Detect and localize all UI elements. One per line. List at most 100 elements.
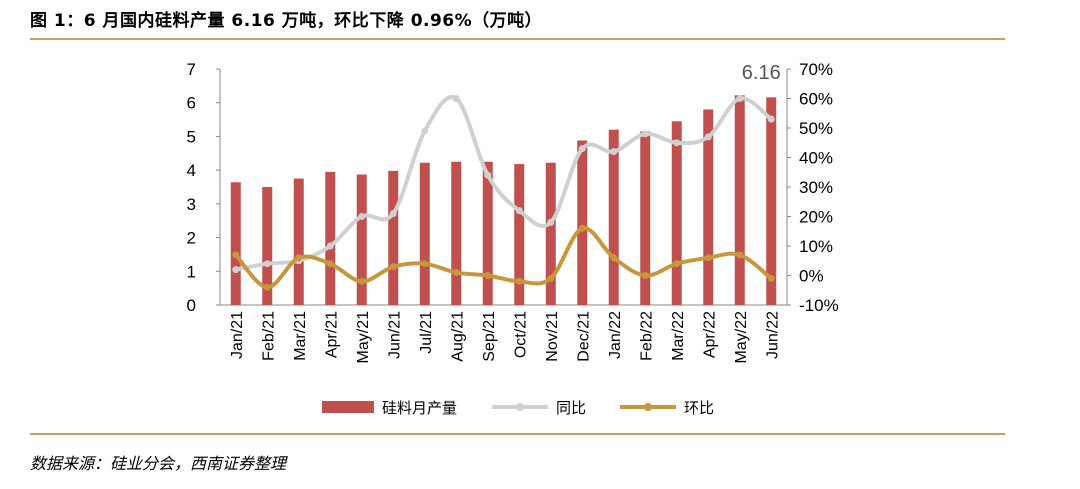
bar bbox=[230, 182, 241, 305]
legend-label: 同比 bbox=[556, 399, 586, 417]
bar bbox=[514, 164, 525, 305]
x-tick-label: Mar/22 bbox=[670, 311, 687, 361]
right-axis-tick-label: 40% bbox=[799, 149, 833, 168]
bar bbox=[482, 161, 493, 305]
line-series bbox=[232, 95, 775, 291]
line-point bbox=[736, 95, 744, 102]
right-axis-tick-label: -10% bbox=[799, 296, 839, 315]
x-tick-label: Mar/21 bbox=[292, 311, 309, 361]
line-point bbox=[578, 224, 586, 232]
line-mom bbox=[233, 226, 774, 290]
line-point bbox=[232, 266, 240, 274]
line-point bbox=[389, 210, 397, 218]
legend-swatch-bar bbox=[322, 401, 374, 413]
right-axis-tick-label: 50% bbox=[799, 119, 833, 138]
left-axis-tick-label: 7 bbox=[187, 60, 196, 79]
x-tick-label: Dec/21 bbox=[575, 311, 592, 362]
line-point bbox=[389, 263, 397, 271]
legend-marker-mom bbox=[644, 403, 652, 411]
line-point bbox=[610, 254, 618, 262]
x-tick-label: May/22 bbox=[733, 311, 750, 364]
line-point bbox=[358, 213, 366, 220]
bar bbox=[293, 178, 304, 305]
line-point bbox=[452, 269, 460, 277]
bar bbox=[356, 174, 367, 305]
left-axis-tick-label: 6 bbox=[187, 94, 196, 113]
line-point bbox=[515, 277, 523, 285]
bar bbox=[671, 121, 682, 305]
top-divider bbox=[30, 38, 1005, 40]
line-point bbox=[767, 115, 775, 123]
x-tick-label: Jul/21 bbox=[418, 311, 435, 354]
bottom-divider bbox=[30, 433, 1005, 435]
line-point bbox=[578, 145, 586, 153]
right-axis-tick-label: 20% bbox=[799, 208, 833, 227]
bar-series bbox=[230, 95, 777, 305]
line-point bbox=[452, 95, 460, 102]
annotations: 6.16 bbox=[742, 62, 781, 84]
line-point bbox=[421, 260, 429, 268]
bar bbox=[325, 171, 336, 305]
legend-label: 硅料月产量 bbox=[382, 399, 457, 417]
left-axis-tick-label: 1 bbox=[187, 262, 196, 281]
bar bbox=[577, 140, 588, 305]
bar bbox=[388, 170, 399, 305]
line-point bbox=[263, 260, 271, 268]
figure-title: 图 1：6 月国内硅料产量 6.16 万吨，环比下降 0.96%（万吨） bbox=[30, 11, 543, 31]
source-note: 数据来源：硅业分会，西南证券整理 bbox=[30, 454, 287, 473]
bar bbox=[419, 162, 430, 305]
x-tick-label: Oct/21 bbox=[512, 311, 529, 358]
line-point bbox=[547, 274, 555, 282]
x-tick-label: Nov/21 bbox=[544, 311, 561, 362]
x-tick-label: Aug/21 bbox=[449, 311, 466, 362]
x-tick-label: Sep/21 bbox=[481, 311, 498, 362]
x-tick-label: Feb/21 bbox=[260, 311, 277, 361]
line-point bbox=[326, 260, 334, 268]
line-point bbox=[641, 272, 649, 279]
line-point bbox=[295, 254, 303, 262]
x-tick-label: Apr/21 bbox=[323, 311, 340, 358]
line-point bbox=[673, 260, 681, 268]
line-point bbox=[484, 171, 492, 179]
line-point bbox=[263, 283, 271, 291]
value-annotation: 6.16 bbox=[742, 62, 781, 84]
line-point bbox=[326, 242, 334, 250]
bar bbox=[608, 129, 619, 305]
left-axis-tick-label: 0 bbox=[187, 296, 196, 315]
right-axis-tick-label: 10% bbox=[799, 237, 833, 256]
line-point bbox=[673, 139, 681, 147]
x-tick-label: Jun/21 bbox=[386, 311, 403, 359]
left-axis-tick-label: 5 bbox=[187, 127, 196, 146]
line-yoy bbox=[233, 95, 774, 272]
right-axis-tick-label: 30% bbox=[799, 178, 833, 197]
bar bbox=[451, 161, 462, 305]
left-axis-tick-label: 4 bbox=[187, 161, 196, 180]
right-axis: -10% 0% 10% 20% 30% 40% 50% 60% 70% bbox=[786, 60, 839, 315]
line-point bbox=[515, 207, 523, 215]
x-axis-labels: Jan/21 Feb/21 Mar/21 Apr/21 May/21 Jun/21 Jul/… bbox=[229, 311, 782, 364]
legend: 硅料月产量 同比 环比 bbox=[322, 399, 714, 417]
legend-marker-yoy bbox=[516, 403, 524, 411]
line-point bbox=[704, 254, 712, 262]
bar bbox=[734, 95, 745, 305]
x-tick-label: Feb/22 bbox=[638, 311, 655, 361]
line-point bbox=[421, 127, 429, 135]
x-tick-label: Apr/22 bbox=[701, 311, 718, 358]
right-axis-tick-label: 0% bbox=[799, 267, 824, 286]
line-point bbox=[358, 277, 366, 285]
line-point bbox=[641, 130, 649, 138]
x-tick-label: Jun/22 bbox=[764, 311, 781, 359]
line-point bbox=[484, 272, 492, 279]
bar bbox=[703, 109, 714, 305]
line-point bbox=[704, 133, 712, 141]
bar bbox=[262, 187, 273, 305]
right-axis-tick-label: 70% bbox=[799, 60, 833, 79]
left-axis-tick-label: 2 bbox=[187, 229, 196, 248]
line-point bbox=[547, 218, 555, 226]
x-tick-label: Jan/22 bbox=[607, 311, 624, 359]
line-point bbox=[232, 251, 240, 259]
left-axis-tick-label: 3 bbox=[187, 195, 196, 214]
left-axis: 0 1 2 3 4 5 6 7 bbox=[187, 60, 787, 315]
line-point bbox=[610, 148, 618, 156]
